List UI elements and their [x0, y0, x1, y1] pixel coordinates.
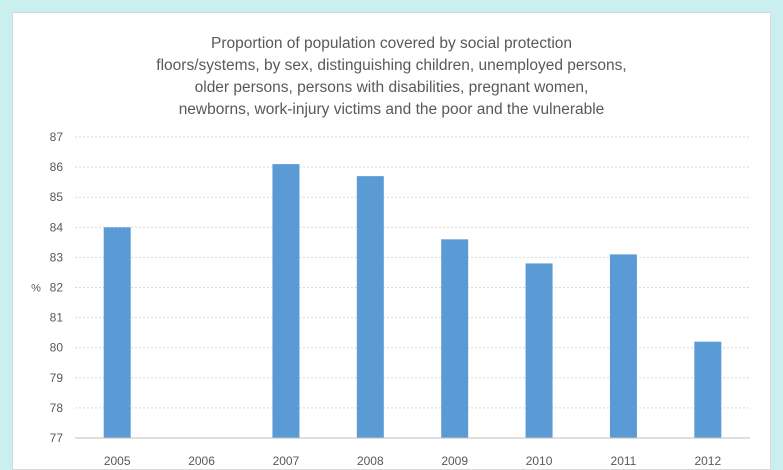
bar-2009	[441, 239, 469, 438]
chart-title: Proportion of population covered by soci…	[13, 33, 770, 121]
chart-title-line-3: older persons, persons with disabilities…	[194, 79, 589, 96]
bar-2007	[272, 164, 300, 438]
y-tick-label: 82	[50, 281, 64, 295]
y-tick-label: 86	[50, 160, 64, 174]
y-tick-label: 83	[50, 250, 64, 264]
chart-title-line-4: newborns, work-injury victims and the po…	[178, 101, 605, 118]
x-tick-label: 2005	[104, 454, 131, 468]
y-tick-label: 79	[50, 371, 64, 385]
bar-2010	[525, 263, 553, 438]
chart-title-line-2: floors/systems, by sex, distinguishing c…	[156, 57, 627, 74]
chart-panel: Proportion of population covered by soci…	[12, 12, 771, 470]
x-tick-label: 2012	[694, 454, 721, 468]
y-tick-label: 87	[50, 130, 64, 144]
y-tick-label: 78	[50, 401, 64, 415]
bars	[103, 164, 722, 438]
y-tick-label: 81	[50, 311, 64, 325]
y-tick-label: 85	[50, 190, 64, 204]
y-axis-label: %	[31, 283, 41, 295]
bar-2005	[103, 227, 131, 438]
gridlines	[75, 136, 750, 409]
bar-2012	[694, 341, 722, 438]
x-tick-label: 2009	[441, 454, 468, 468]
bar-2008	[356, 176, 384, 438]
x-tick-label: 2007	[273, 454, 300, 468]
x-tick-label: 2008	[357, 454, 384, 468]
x-tick-label: 2011	[611, 454, 637, 468]
y-tick-label: 84	[50, 220, 64, 234]
y-tick-label: 80	[50, 341, 64, 355]
chart-title-line-1: Proportion of population covered by soci…	[210, 35, 573, 52]
x-tick-label: 2010	[526, 454, 553, 468]
y-tick-label: 77	[50, 431, 64, 445]
bar-2011	[609, 254, 637, 438]
axes: 77 78 79 80 81 82 83 84 85 86 87 2005 2006 2007 2008 20…	[50, 130, 750, 468]
x-tick-label: 2006	[188, 454, 215, 468]
